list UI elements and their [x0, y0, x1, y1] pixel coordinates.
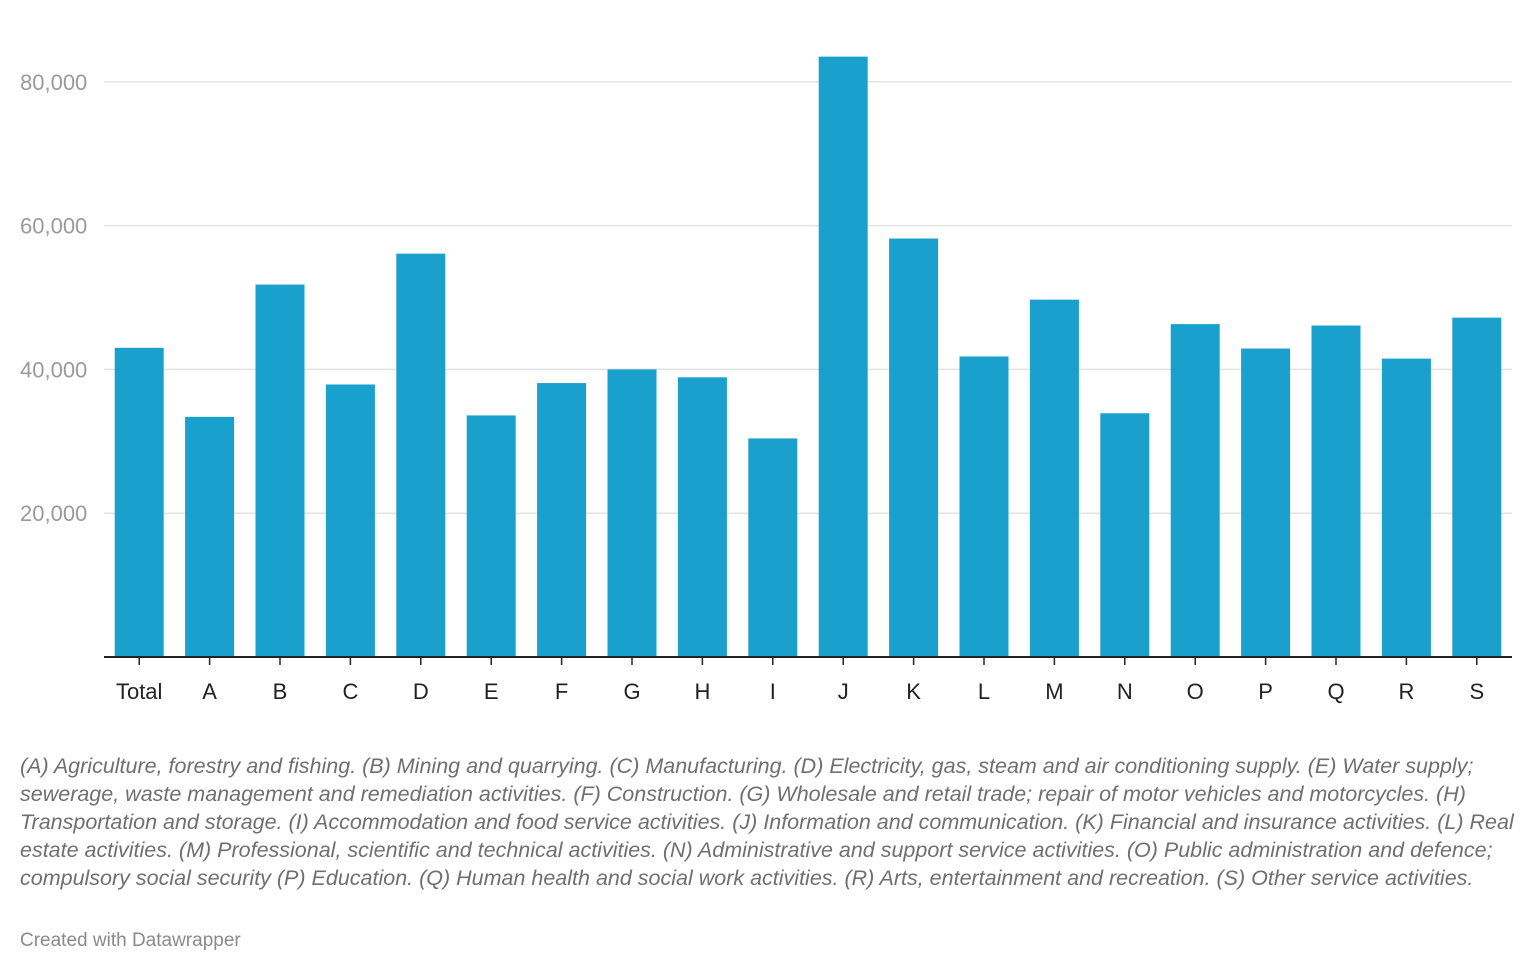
bar-g	[607, 369, 657, 657]
x-axis	[104, 656, 1512, 665]
bar-e	[466, 415, 516, 657]
y-tick-label: 60,000	[20, 214, 87, 239]
bar-l	[959, 356, 1009, 657]
x-axis-labels: Total A B C D E F G H I J K L M N O P Q R S	[116, 679, 1484, 704]
bar-m	[1029, 299, 1079, 657]
y-tick-label: 80,000	[20, 70, 87, 95]
x-tick-label: Total	[116, 679, 162, 704]
chart-notes: (A) Agriculture, forestry and fishing. (…	[20, 754, 1514, 890]
bar-q	[1311, 325, 1361, 657]
bar-r	[1381, 358, 1431, 657]
x-tick-label: N	[1117, 679, 1133, 704]
gridlines	[104, 81, 1512, 514]
y-tick-label: 20,000	[20, 501, 87, 526]
bar-n	[1100, 413, 1150, 657]
bar-chart: 20,000 40,000 60,000 80,000 Total A B C D E F G H I J…	[20, 56, 1512, 704]
bar-d	[396, 253, 446, 658]
bar-c	[325, 384, 375, 657]
x-tick-label: C	[342, 679, 358, 704]
bar-h	[677, 377, 727, 657]
x-tick-label: B	[273, 679, 288, 704]
bar-a	[185, 416, 235, 657]
bar-o	[1170, 324, 1220, 657]
bar-i	[748, 438, 798, 657]
bar-f	[537, 383, 587, 657]
x-tick-label: K	[906, 679, 921, 704]
x-tick-label: I	[770, 679, 776, 704]
x-tick-label: E	[484, 679, 499, 704]
x-tick-label: F	[555, 679, 568, 704]
x-tick-label: P	[1258, 679, 1273, 704]
x-tick-label: S	[1469, 679, 1484, 704]
bar-k	[889, 238, 939, 658]
x-tick-label: M	[1045, 679, 1063, 704]
bar-total	[114, 347, 164, 657]
x-tick-label: H	[694, 679, 710, 704]
chart-svg: 20,000 40,000 60,000 80,000 Total A B C D E F G H I J…	[20, 56, 1512, 704]
bar-j	[818, 56, 868, 657]
x-tick-label: L	[978, 679, 990, 704]
x-tick-label: R	[1398, 679, 1414, 704]
credit-line: Created with Datawrapper	[20, 930, 241, 951]
y-tick-label: 40,000	[20, 357, 87, 382]
x-tick-label: Q	[1327, 679, 1344, 704]
bars	[114, 56, 1502, 658]
bar-p	[1241, 348, 1291, 657]
bar-b	[255, 284, 305, 657]
x-tick-label: O	[1187, 679, 1204, 704]
y-axis-ticks: 20,000 40,000 60,000 80,000	[20, 70, 87, 526]
x-tick-label: D	[413, 679, 429, 704]
x-tick-label: A	[202, 679, 217, 704]
x-tick-label: J	[838, 679, 849, 704]
x-tick-label: G	[623, 679, 640, 704]
bar-s	[1452, 317, 1502, 657]
